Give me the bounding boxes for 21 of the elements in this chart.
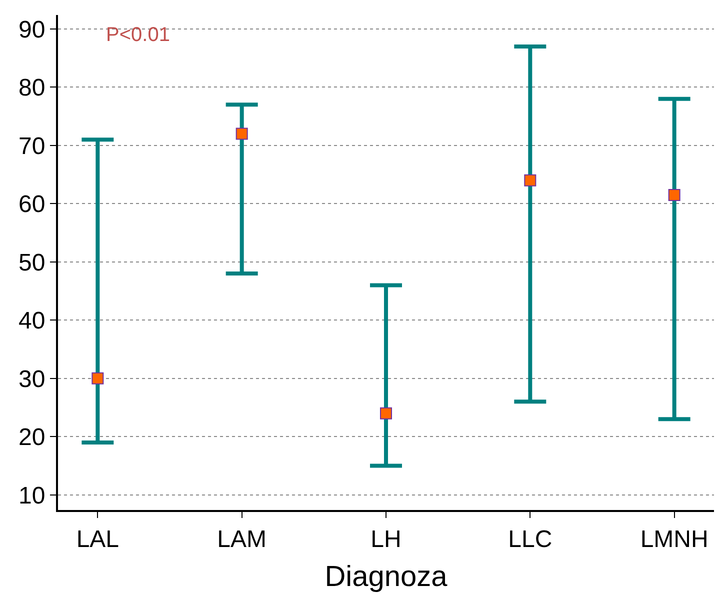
y-tick-label: 40: [18, 308, 46, 335]
x-tick-label: LLC: [508, 526, 552, 553]
y-tick-label: 90: [18, 16, 46, 44]
y-tick-label: 60: [18, 191, 46, 218]
x-tick-label: LAL: [76, 526, 120, 553]
point: [236, 128, 248, 140]
point: [380, 407, 392, 420]
y-tick-label: 80: [18, 74, 46, 102]
x-tick-label: LMNH: [640, 526, 708, 553]
y-tick-label: 50: [18, 249, 46, 276]
point: [92, 372, 104, 384]
point: [668, 188, 680, 201]
y-tick-label: 70: [18, 132, 46, 160]
y-tick-label: 20: [18, 424, 46, 452]
x-tick-label: LH: [370, 526, 402, 553]
point: [524, 174, 536, 186]
annotation: P<0.01: [106, 24, 170, 46]
x-tick-label: LAM: [217, 526, 267, 553]
y-tick-label: 30: [18, 366, 46, 393]
x-axis-title: Diagnoza: [324, 561, 448, 594]
y-tick-label: 10: [18, 482, 46, 510]
